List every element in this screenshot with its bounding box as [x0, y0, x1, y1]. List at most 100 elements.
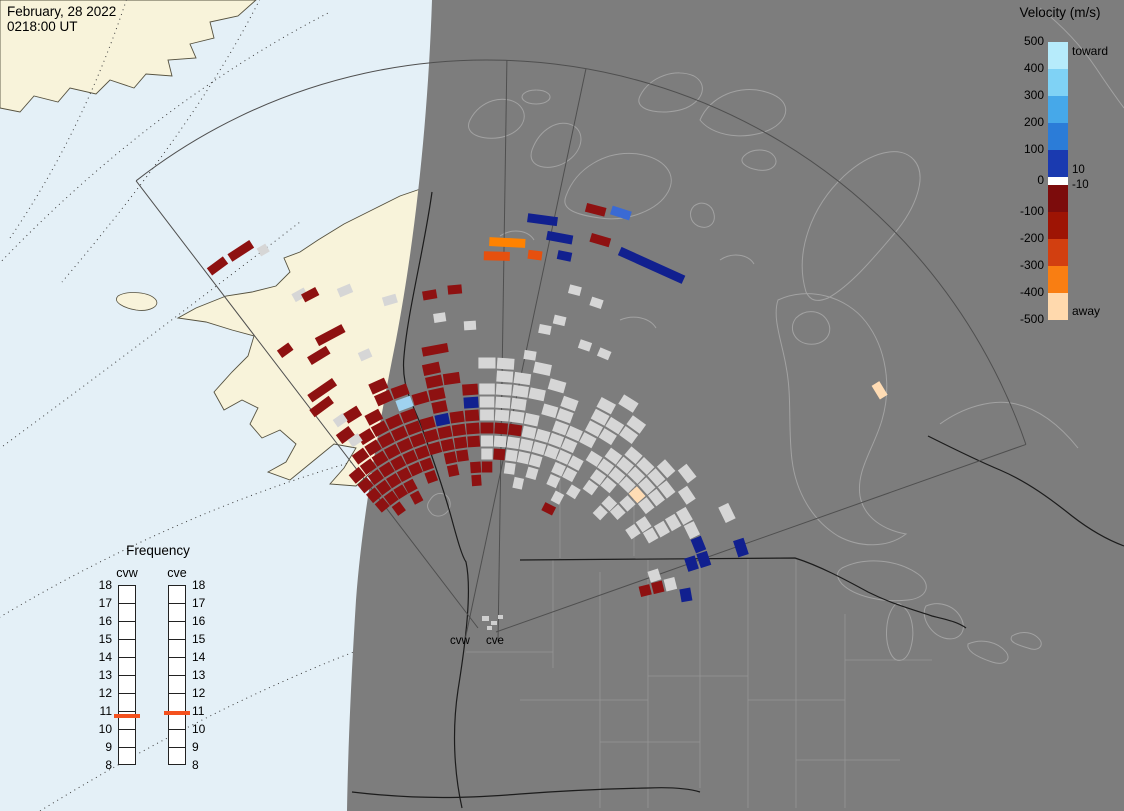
velocity-cell	[377, 432, 395, 449]
velocity-cell	[493, 435, 507, 448]
velocity-cell	[414, 445, 430, 460]
frequency-tick-label: 16	[98, 614, 112, 628]
velocity-cell	[307, 345, 331, 365]
velocity-cell	[411, 390, 430, 406]
velocity-legend-title: Velocity (m/s)	[1019, 5, 1101, 20]
velocity-cell	[383, 443, 401, 460]
velocity-cell	[597, 458, 615, 475]
velocity-cell	[494, 409, 510, 422]
velocity-cell	[635, 516, 652, 533]
velocity-cell	[552, 420, 569, 436]
velocity-cell	[409, 490, 424, 505]
colorbar-segment	[1048, 150, 1068, 177]
velocity-tick-label: 300	[1023, 88, 1044, 102]
velocity-tick-label: -200	[1019, 231, 1044, 245]
coastline	[638, 72, 703, 113]
velocity-cell	[733, 537, 749, 558]
velocity-cell	[525, 466, 539, 481]
velocity-cell	[478, 357, 496, 369]
frequency-tick-label: 8	[192, 758, 199, 772]
velocity-cell	[589, 296, 604, 309]
velocity-cell	[601, 495, 618, 512]
velocity-cell	[495, 396, 511, 409]
velocity-cell	[364, 408, 384, 426]
colorbar-segment	[1048, 293, 1068, 320]
velocity-cell	[600, 477, 617, 494]
velocity-cell	[506, 436, 521, 450]
velocity-cell	[336, 283, 354, 298]
velocity-tick-label: -500	[1019, 312, 1044, 326]
frequency-tick-line	[119, 621, 135, 622]
colorbar-segment	[1048, 42, 1068, 69]
velocity-cell	[527, 213, 558, 227]
velocity-cell	[422, 289, 438, 301]
colorbar-segment	[1048, 177, 1068, 185]
toward-label: toward	[1072, 44, 1109, 58]
alaska-landmass	[176, 184, 433, 487]
colorbar-segment	[1048, 239, 1068, 266]
velocity-tick-label: -300	[1019, 258, 1044, 272]
cvw-column-label: cvw	[116, 566, 138, 580]
velocity-cell	[342, 405, 363, 424]
away-label: away	[1072, 304, 1101, 318]
velocity-cell	[365, 487, 382, 504]
frequency-tick-label: 10	[98, 722, 112, 736]
velocity-cell	[390, 383, 410, 400]
velocity-cell	[534, 428, 551, 443]
velocity-cell	[560, 395, 579, 412]
frequency-tick-label: 18	[192, 578, 206, 592]
velocity-cell	[696, 550, 712, 569]
velocity-cell	[464, 409, 480, 422]
velocity-cell	[627, 466, 646, 484]
frequency-tick-label: 14	[98, 650, 112, 664]
velocity-cell	[467, 435, 481, 448]
near-zero-toward-label: 10	[1072, 164, 1085, 176]
velocity-cell	[301, 286, 320, 303]
velocity-cell	[446, 464, 460, 478]
velocity-cell	[544, 445, 560, 460]
velocity-cell	[512, 384, 529, 398]
velocity-cell	[357, 477, 374, 494]
velocity-cell	[585, 450, 603, 467]
velocity-cell	[428, 387, 446, 402]
velocity-cell	[512, 476, 525, 490]
velocity-cell	[718, 502, 736, 524]
velocity-cell	[391, 501, 406, 516]
coastline	[699, 89, 787, 137]
velocity-cell	[481, 448, 493, 460]
radar-site-dot	[487, 626, 492, 630]
coastline	[837, 560, 927, 602]
velocity-cell	[483, 251, 510, 261]
velocity-cell	[496, 357, 515, 370]
velocity-cell	[276, 342, 294, 358]
velocity-cell	[443, 451, 458, 465]
velocity-cell	[616, 456, 635, 474]
velocity-cell	[489, 237, 526, 248]
coastline	[792, 311, 831, 345]
velocity-tick-label: 400	[1023, 61, 1044, 75]
velocity-cell	[565, 484, 581, 500]
velocity-cell	[480, 409, 494, 421]
velocity-cell	[619, 495, 636, 512]
velocity-cell	[617, 246, 686, 284]
frequency-tick-label: 16	[192, 614, 206, 628]
velocity-cell	[357, 348, 373, 362]
velocity-cell	[408, 461, 423, 477]
cvw-frequency-marker	[114, 714, 140, 719]
velocity-cell	[386, 473, 402, 489]
colorbar-segment	[1048, 212, 1068, 239]
coastline	[967, 640, 1009, 664]
velocity-cell	[567, 455, 584, 471]
graticule-line	[0, 11, 331, 269]
coastline	[427, 493, 451, 517]
velocity-cell	[528, 387, 546, 402]
velocity-cell	[567, 284, 582, 297]
frequency-tick-line	[119, 675, 135, 676]
graticule-line	[0, 461, 353, 621]
velocity-cell	[307, 377, 338, 403]
velocity-cell	[395, 395, 414, 412]
velocity-cell	[541, 502, 557, 516]
velocity-cell	[523, 349, 537, 361]
